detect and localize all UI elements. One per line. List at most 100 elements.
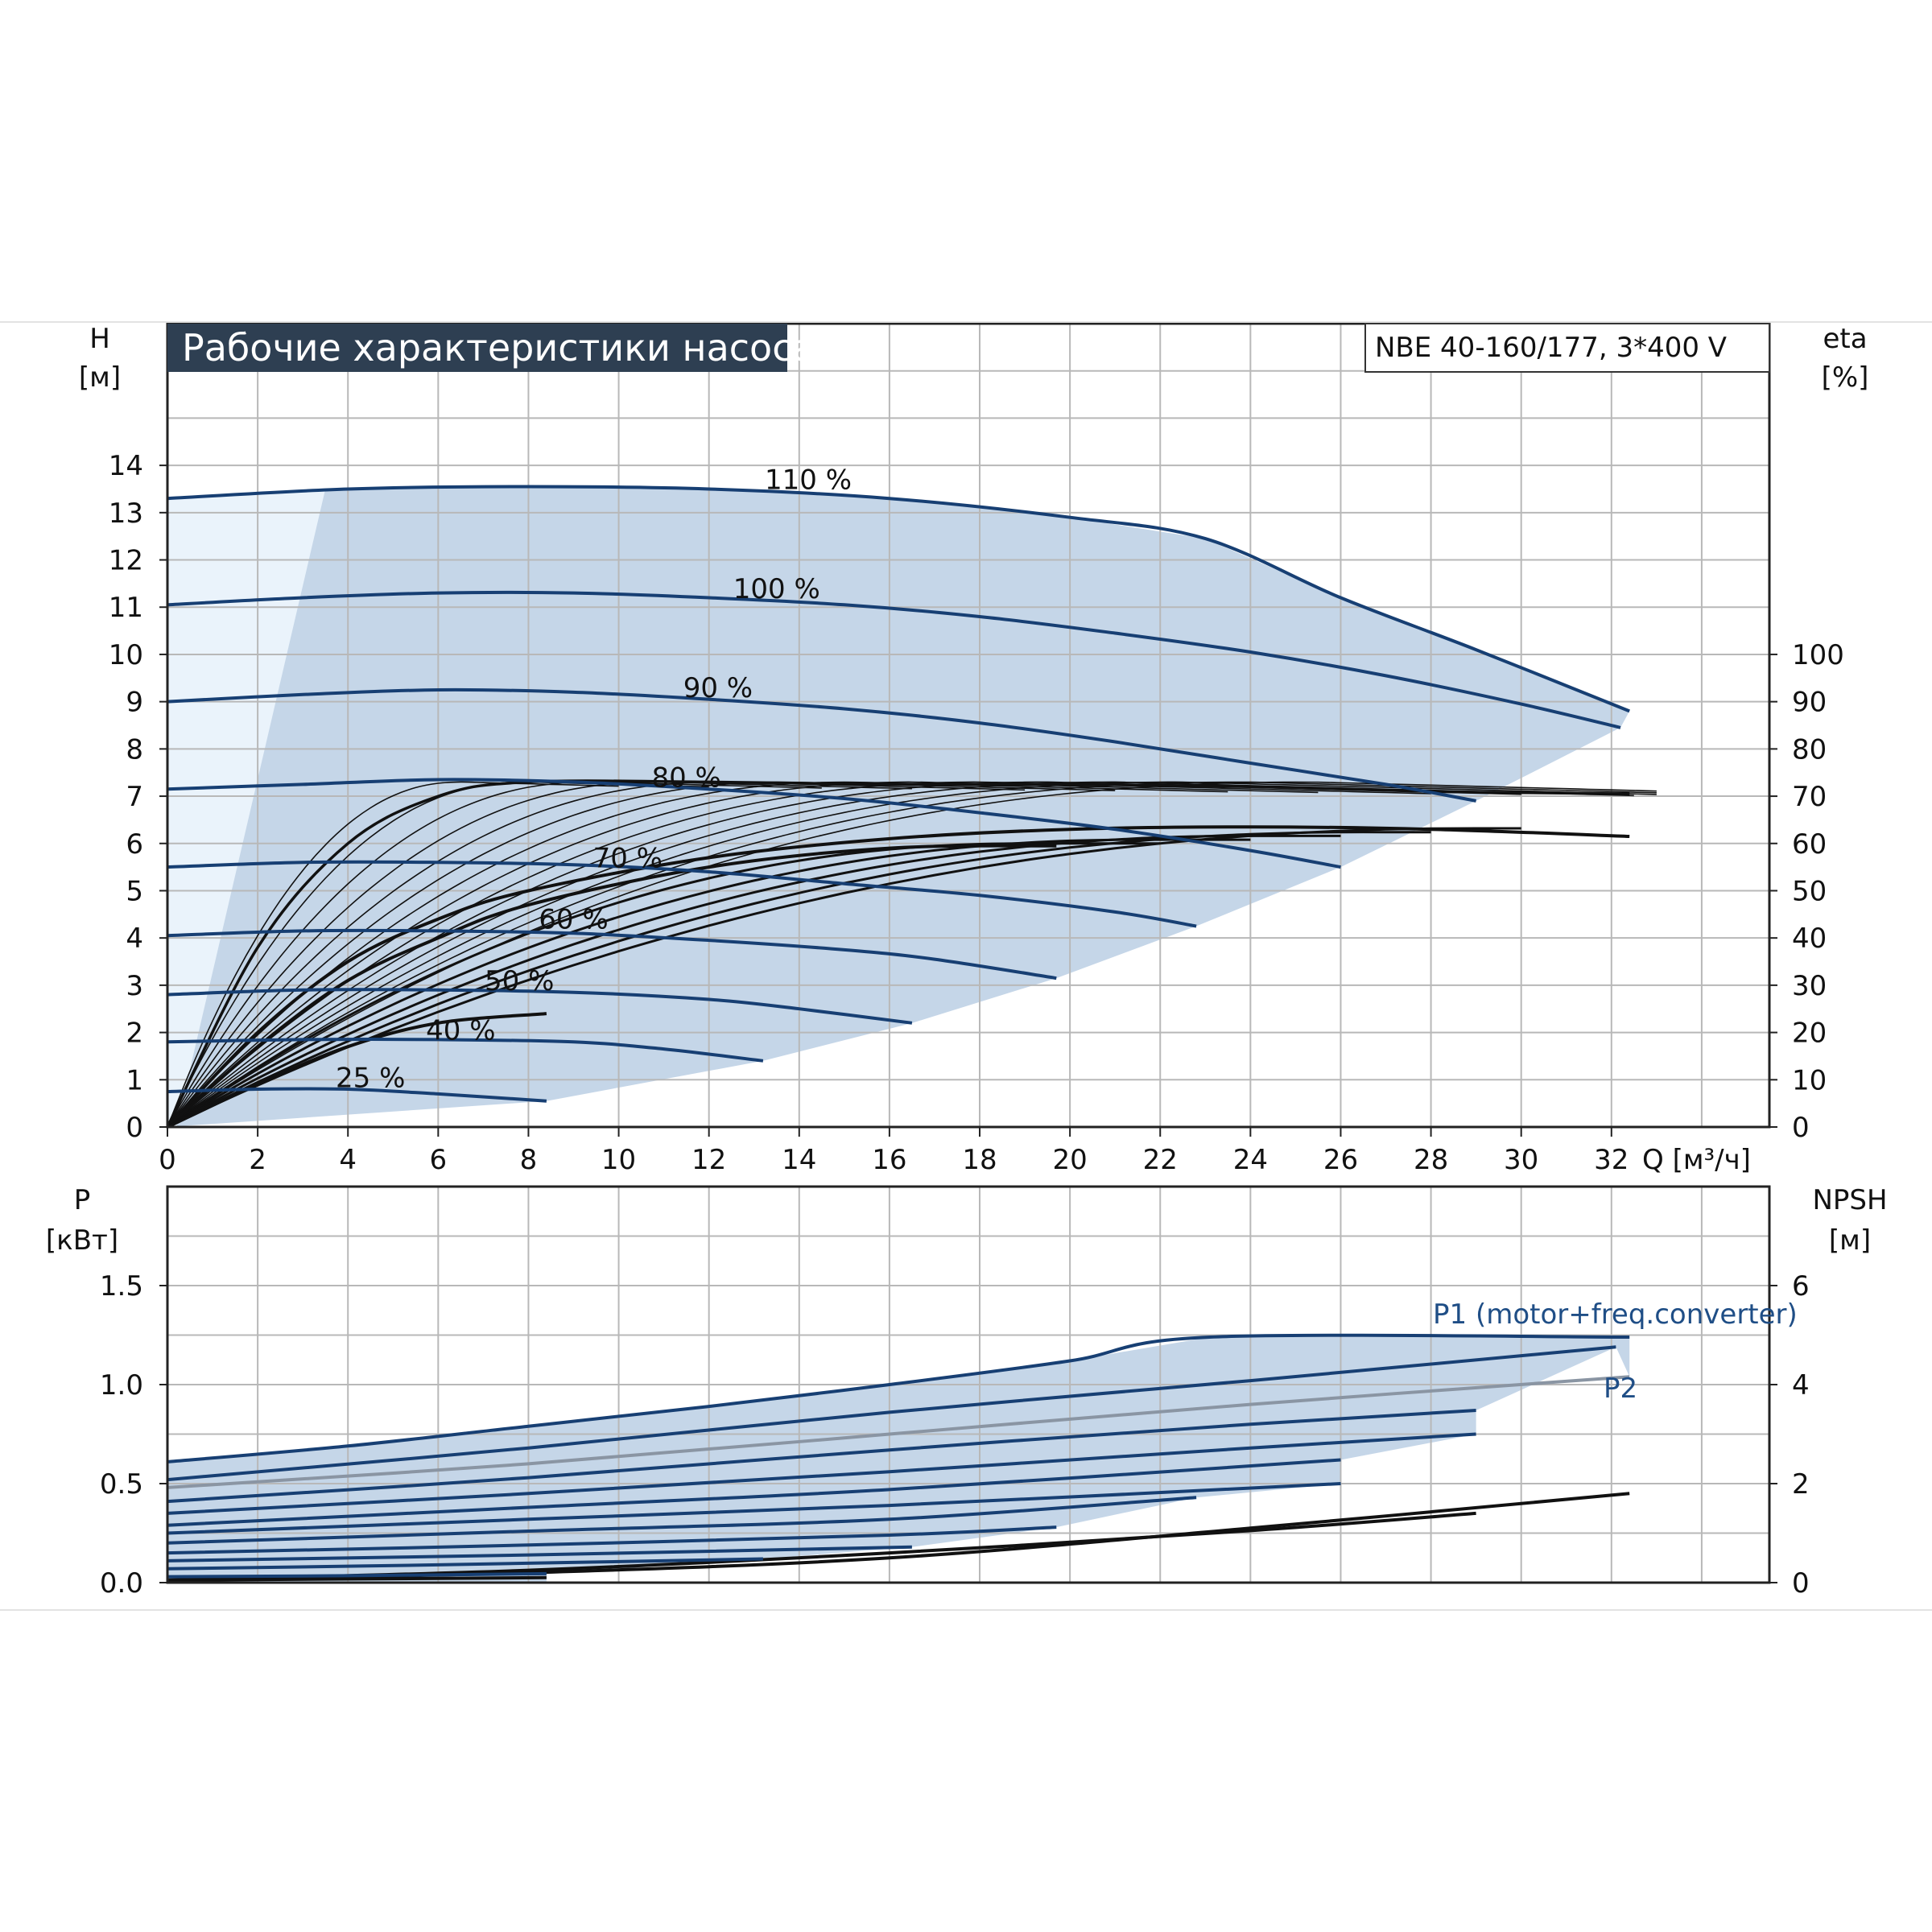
power-curve [167,1525,1057,1555]
speed-labels: 110 % 100 % 90 % 80 % 70 % 60 % 50 % 40 % 25 % [336,464,852,1095]
head-curve [167,778,1341,869]
power-curve [167,1375,1630,1489]
x-tick-label: 28 [1414,1144,1448,1176]
head-curve [167,485,1630,713]
bottom-y2-label-symbol: NPSH [1812,1184,1887,1216]
speed-label: 50 % [485,965,554,997]
x-tick-label: 4 [339,1144,357,1176]
top-y2-tick-label: 90 [1792,687,1827,719]
bottom-y2-tick-label: 2 [1792,1468,1810,1501]
bottom-y-tick-label: 0.0 [100,1567,143,1600]
power-curve [167,1557,763,1571]
efficiency-curve [166,825,1630,1129]
power-curve [167,1458,1341,1527]
head-curve [167,687,1476,803]
x-tick-label: 30 [1504,1144,1538,1176]
bottom-y2-tick-label: 0 [1792,1567,1810,1600]
top-y-tick-label: 11 [109,592,143,624]
x-tick-label: 20 [1052,1144,1087,1176]
speed-label: 60 % [539,904,608,936]
top-y2-tick-label: 40 [1792,923,1827,955]
low-flow-region [167,489,326,1127]
top-y2-tick-label: 10 [1792,1064,1827,1096]
bottom-plot-curves [167,1333,1630,1582]
operating-region [167,486,1630,1127]
head-curve [167,860,1197,928]
speed-label: 100 % [733,573,820,605]
efficiency-fan-line [167,781,1657,1128]
top-y-tick-label: 3 [126,970,143,1002]
speed-label: 70 % [593,842,663,874]
top-y-label-symbol: H [89,323,110,355]
x-tick-label: 22 [1143,1144,1178,1176]
x-tick-label: 14 [782,1144,816,1176]
power-curve [167,1333,1630,1463]
bottom-y-tick-label: 0.5 [100,1468,143,1501]
head-curve [167,590,1621,729]
power-curve [167,1482,1341,1535]
speed-label: 90 % [683,672,753,704]
top-y-tick-label: 6 [126,828,143,861]
efficiency-fan-line [167,781,1657,1128]
top-y-tick-label: 13 [109,497,143,530]
efficiency-fan-line [167,781,912,1128]
x-tick-label: 18 [962,1144,997,1176]
title-background [167,324,787,372]
power-curve [167,1545,912,1563]
x-tick-label: 6 [430,1144,448,1176]
top-y-tick-label: 8 [126,733,143,766]
bottom-y-tick-label: 1.5 [100,1270,143,1302]
head-curve [167,1087,547,1103]
model-box [1364,323,1770,373]
power-curve [167,1345,1616,1482]
top-y-tick-label: 10 [109,639,143,671]
head-curve [167,928,1057,980]
efficiency-fan-line [167,781,1026,1128]
top-y2-tick-label: 60 [1792,828,1827,861]
power-curve [167,1409,1476,1504]
x-axis-label: Q [м³/ч] [1642,1144,1751,1176]
x-tick-label: 26 [1323,1144,1358,1176]
efficiency-bundle-line [167,827,1521,1129]
x-tick-label: 12 [691,1144,726,1176]
efficiency-curve [166,779,1630,1128]
efficiency-bundle-line [167,831,1431,1129]
tick-labels: 0 2 4 6 8 10 12 14 16 18 20 22 24 26 28 30 3201234567891… [100,450,1844,1600]
chart-title: Рабочие характеристики насоса [182,326,815,369]
top-y-label-unit: [м] [79,361,121,394]
top-y2-tick-label: 30 [1792,970,1827,1002]
top-y2-tick-label: 50 [1792,875,1827,907]
top-y2-tick-label: 70 [1792,781,1827,813]
top-y-tick-label: 7 [126,781,143,813]
top-y-tick-label: 0 [126,1112,143,1144]
power-curve [167,1571,547,1579]
x-tick-label: 24 [1233,1144,1268,1176]
top-plot-frame [166,322,1771,1129]
top-y2-tick-label: 0 [1792,1112,1810,1144]
speed-label: 110 % [765,464,852,497]
top-plot-background [167,324,1769,1127]
bottom-y-label-symbol: P [74,1184,91,1216]
power-curve [167,1496,1197,1545]
head-curve [167,1038,764,1063]
x-tick-label: 8 [520,1144,538,1176]
npsh-curve [167,1575,547,1582]
x-tick-label: 0 [159,1144,176,1176]
top-y-tick-label: 14 [109,450,143,482]
efficiency-bundle-line [167,834,1341,1129]
top-y-tick-label: 9 [126,687,143,719]
speed-label: 80 % [651,762,720,795]
efficiency-fan-line [167,781,1116,1128]
x-tick-label: 32 [1594,1144,1629,1176]
bottom-y-tick-label: 1.0 [100,1369,143,1402]
power-region [167,1336,1630,1583]
top-y2-label-symbol: eta [1823,323,1867,355]
efficiency-fan-line [167,781,619,1128]
top-y-tick-label: 4 [126,923,143,955]
top-y-tick-label: 12 [109,545,143,577]
bottom-y2-tick-label: 6 [1792,1270,1810,1302]
efficiency-fan-line [167,781,1319,1128]
x-tick-label: 16 [872,1144,906,1176]
speed-label: 40 % [426,1015,495,1047]
